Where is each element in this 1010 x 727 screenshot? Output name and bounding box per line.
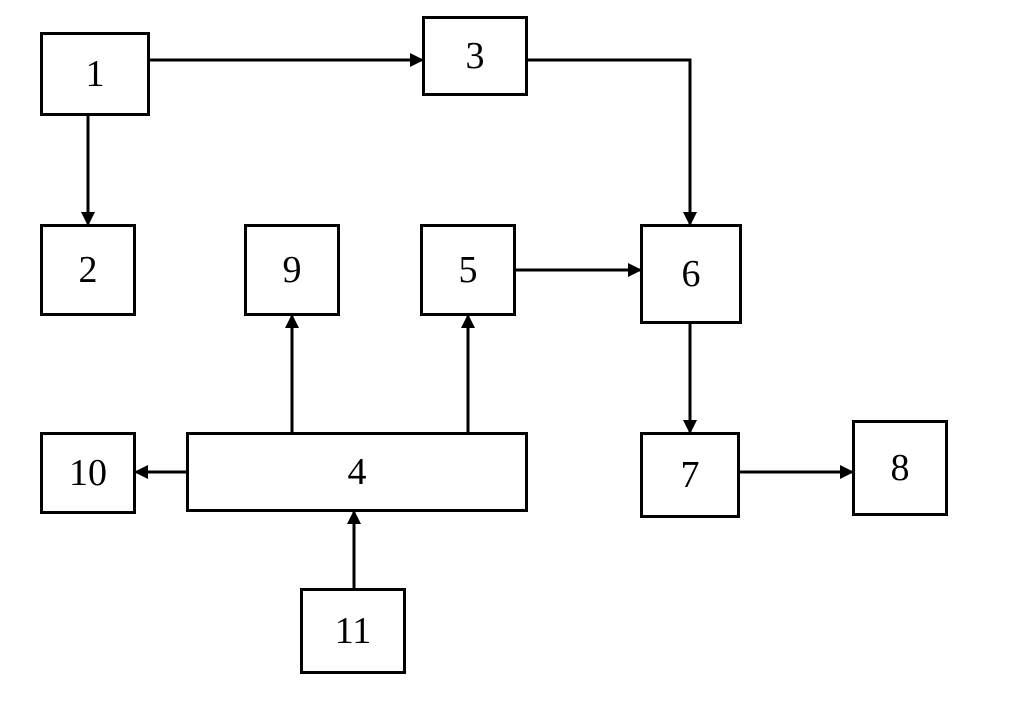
node-n7: 7 bbox=[640, 432, 740, 518]
node-label: 9 bbox=[283, 248, 302, 292]
node-n8: 8 bbox=[852, 420, 948, 516]
node-n3: 3 bbox=[422, 16, 528, 96]
node-n5: 5 bbox=[420, 224, 516, 316]
node-label: 3 bbox=[466, 34, 485, 78]
node-label: 4 bbox=[348, 450, 367, 494]
node-n1: 1 bbox=[40, 32, 150, 116]
node-n9: 9 bbox=[244, 224, 340, 316]
diagram-arrows bbox=[0, 0, 1010, 727]
edge-n3-n6 bbox=[528, 60, 690, 224]
node-label: 10 bbox=[69, 451, 107, 495]
node-label: 5 bbox=[459, 248, 478, 292]
node-n2: 2 bbox=[40, 224, 136, 316]
node-label: 1 bbox=[86, 52, 105, 96]
node-n11: 11 bbox=[300, 588, 406, 674]
node-n4: 4 bbox=[186, 432, 528, 512]
node-n6: 6 bbox=[640, 224, 742, 324]
node-label: 7 bbox=[681, 453, 700, 497]
node-n10: 10 bbox=[40, 432, 136, 514]
node-label: 8 bbox=[891, 446, 910, 490]
node-label: 6 bbox=[682, 252, 701, 296]
node-label: 2 bbox=[79, 248, 98, 292]
node-label: 11 bbox=[335, 609, 372, 653]
